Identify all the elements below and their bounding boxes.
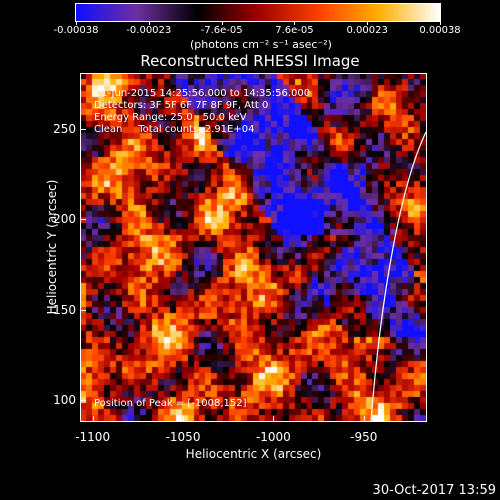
colorbar-tick-mark (367, 21, 369, 25)
limb-curve (370, 131, 426, 421)
method-annotation: Clean Total counts: 2.91E+04 (94, 124, 255, 135)
x-tick-label: -950 (350, 430, 378, 444)
colorbar-tick-mark (221, 21, 223, 25)
y-tick-label: 100 (53, 393, 76, 408)
y-tick-mark (80, 129, 86, 131)
colorbar-tick-mark (294, 21, 296, 25)
colorbar-tick-label: 7.6e-05 (275, 25, 314, 36)
y-axis-label: Heliocentric Y (arcsec) (45, 179, 59, 315)
y-tick-label: 250 (53, 122, 76, 137)
colorbar-units: (photons cm⁻² s⁻¹ asec⁻²) (190, 38, 332, 51)
energy-annotation: Energy Range: 25.0 - 50.0 keV (94, 112, 247, 123)
y-tick-mark (80, 219, 86, 221)
x-axis-label: Heliocentric X (arcsec) (185, 447, 322, 461)
plot-frame (80, 73, 427, 422)
y-tick-mark (80, 400, 86, 402)
x-tick-mark (273, 416, 275, 422)
colorbar-tick-label: -0.00023 (126, 25, 172, 36)
x-tick-label: -1050 (165, 430, 201, 444)
y-tick-label: 200 (53, 212, 76, 227)
chart-title: Reconstructed RHESSI Image (140, 52, 360, 70)
detectors-annotation: Detectors: 3F 5F 6F 7F 8F 9F, Att 0 (94, 100, 269, 111)
colorbar-tick-mark (440, 21, 441, 25)
x-tick-mark (363, 416, 365, 422)
peak-position-annotation: Position of Peak = [-1008,152] (94, 398, 247, 409)
solar-limb-line (370, 131, 426, 421)
timestamp: 30-Oct-2017 13:59 (372, 483, 496, 498)
x-tick-label: -1000 (255, 430, 291, 444)
x-tick-mark (183, 416, 185, 422)
colorbar-tick-label: -0.00038 (53, 25, 99, 36)
x-tick-mark (92, 416, 94, 422)
colorbar-tick-mark (148, 21, 150, 25)
y-tick-mark (80, 309, 86, 311)
heatmap-image (81, 74, 426, 421)
colorbar-tick-mark (76, 21, 77, 25)
colorbar-tick-label: 0.00038 (419, 25, 461, 36)
y-tick-label: 150 (53, 302, 76, 317)
time-range-annotation: 1-Jun-2015 14:25:56.000 to 14:35:56.000 (101, 88, 311, 99)
colorbar-tick-label: 0.00023 (346, 25, 388, 36)
colorbar-tick-label: -7.6e-05 (200, 25, 243, 36)
colorbar (75, 3, 441, 22)
x-tick-label: -1100 (75, 430, 111, 444)
